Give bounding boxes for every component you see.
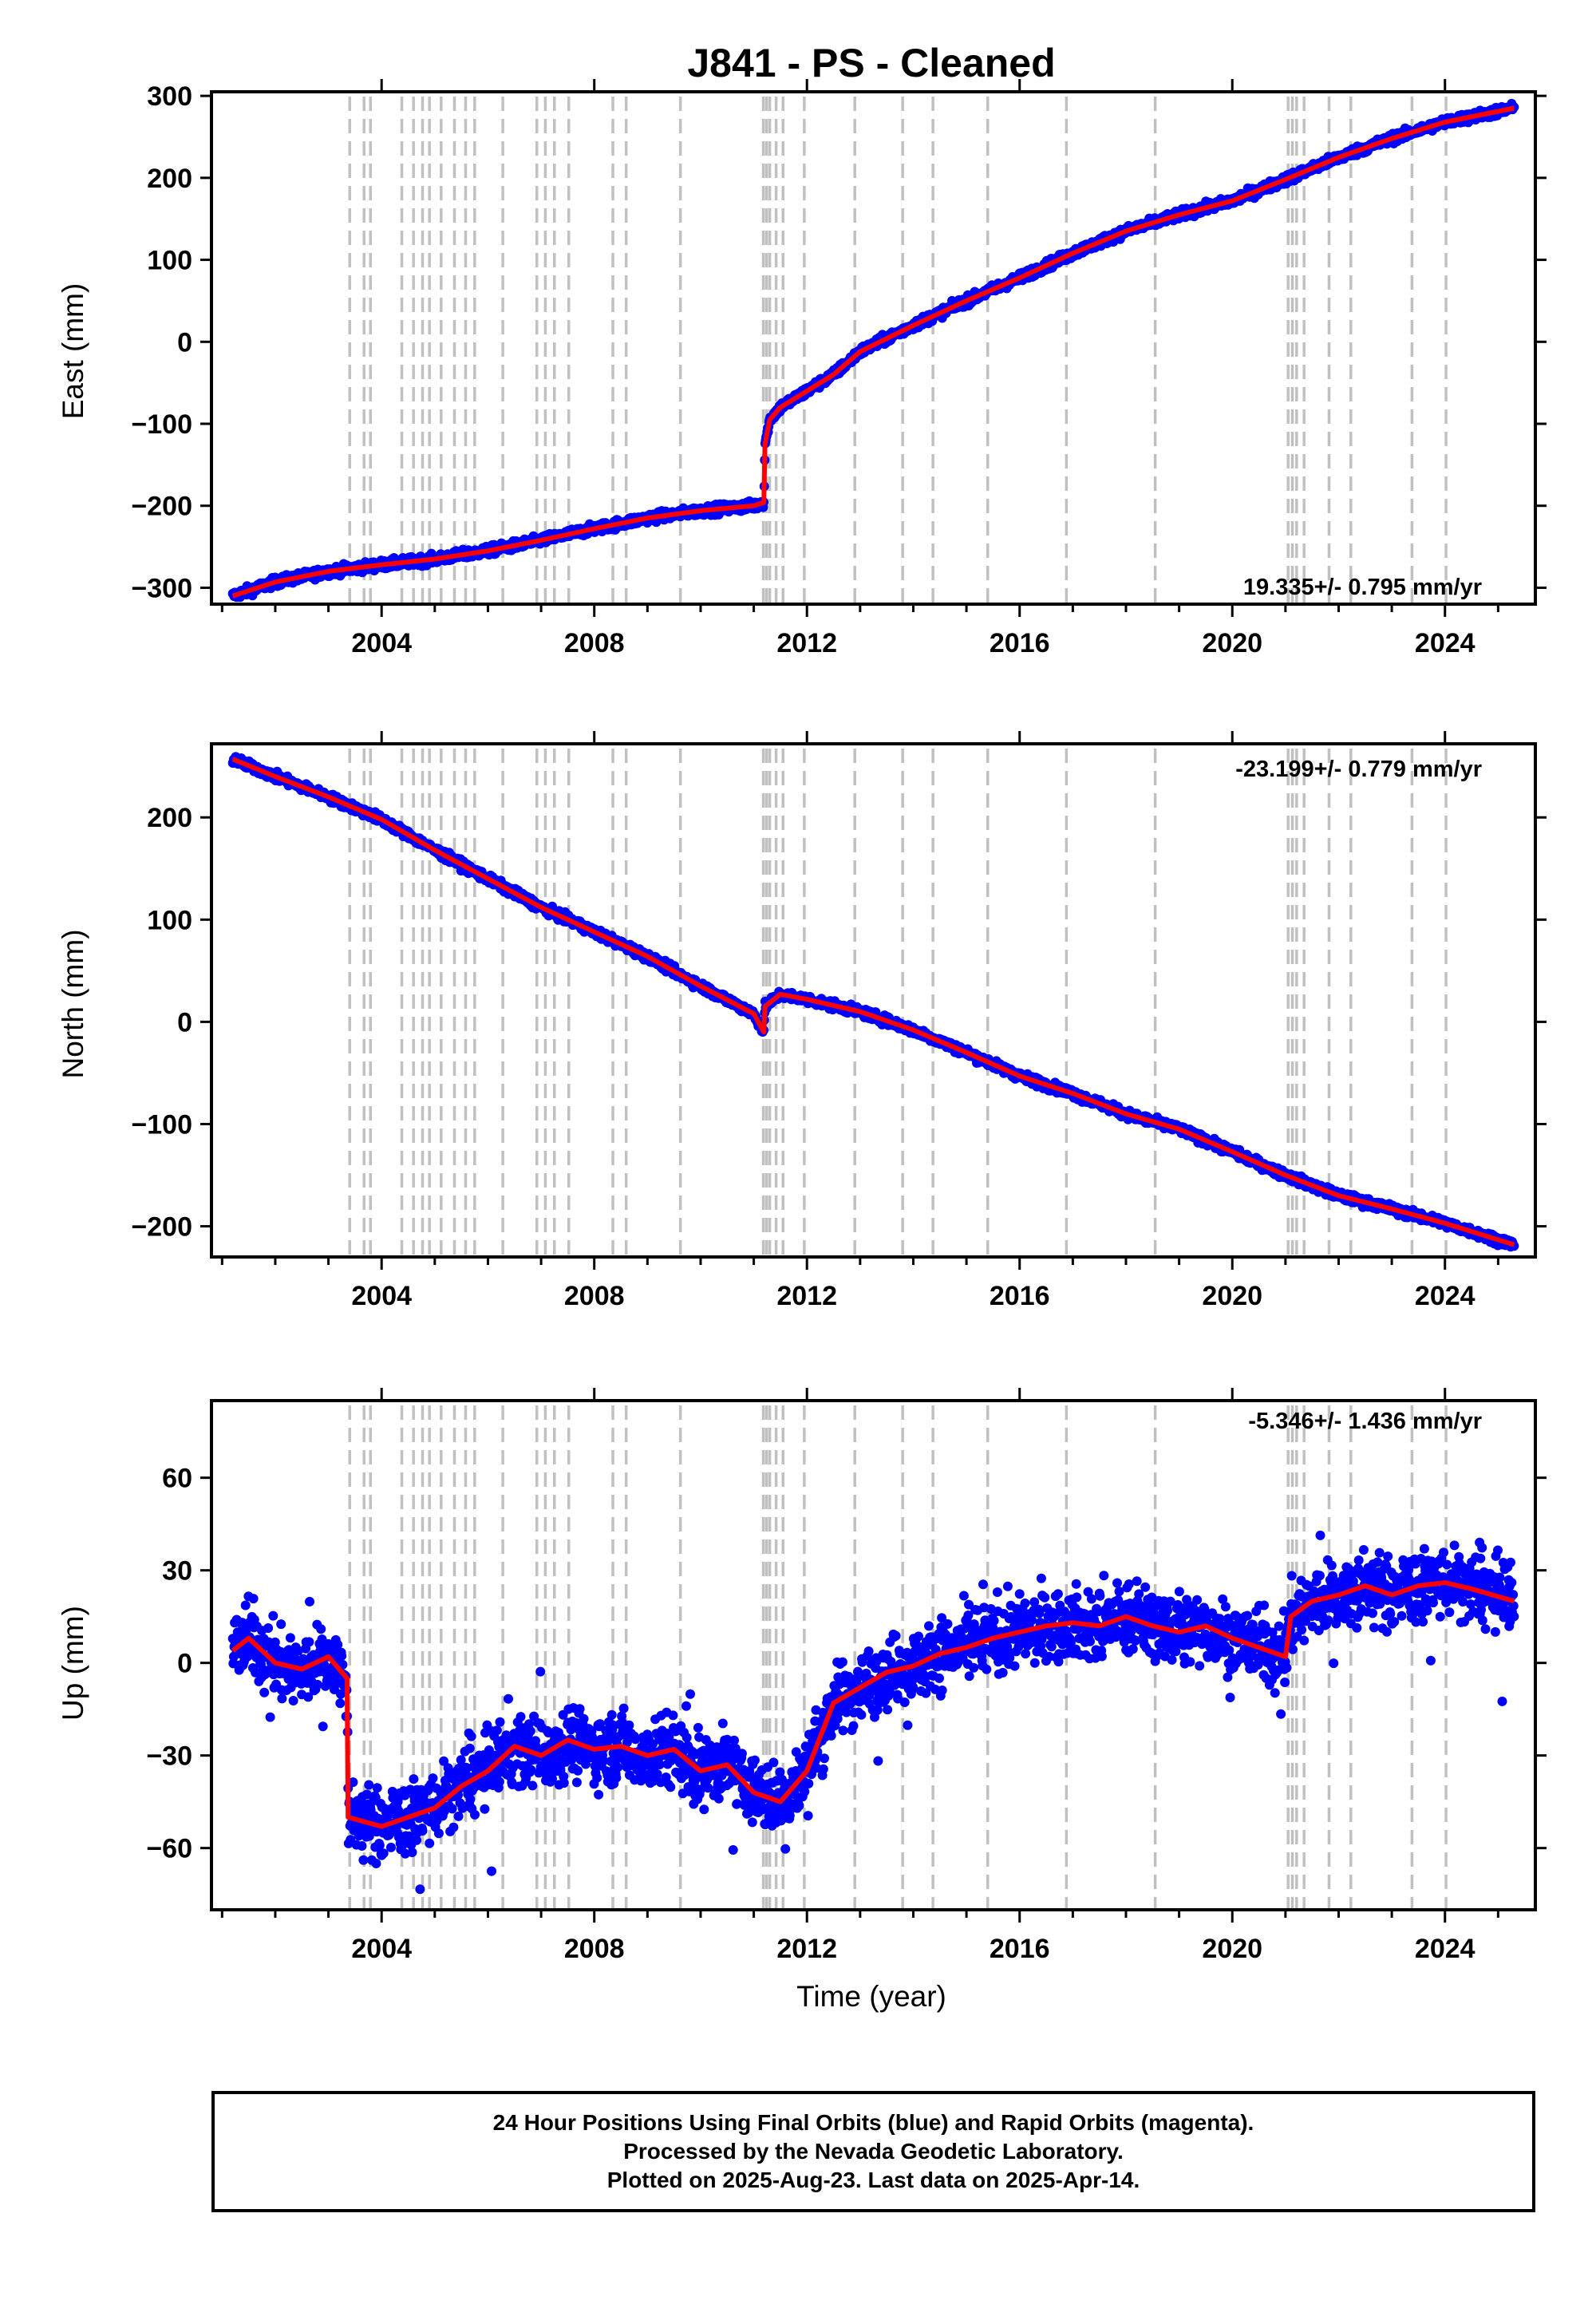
- east-plot-area: [227, 97, 1519, 603]
- north-panel: [227, 749, 1519, 1255]
- east-panel: [227, 97, 1519, 603]
- north-plot-area: [227, 749, 1519, 1255]
- east-model-line: [231, 105, 1515, 599]
